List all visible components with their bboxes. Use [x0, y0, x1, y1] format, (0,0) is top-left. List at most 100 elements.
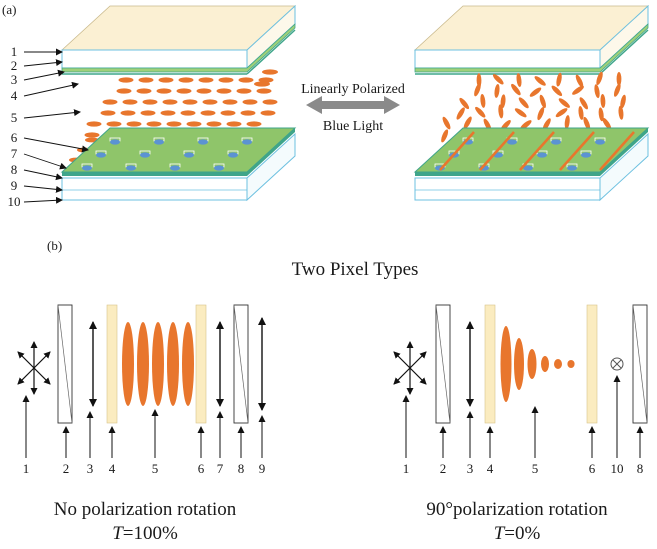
left-bottom-substrate-front	[61, 177, 248, 201]
lc-molecule	[218, 77, 234, 83]
right-bottom-substrate-side	[599, 132, 649, 202]
lc-molecule	[258, 77, 274, 83]
lc-molecule	[176, 88, 192, 94]
callout-number: 5	[11, 110, 18, 125]
tft-dot	[170, 165, 180, 171]
right-top-film	[414, 23, 649, 73]
right-lc-molecules	[500, 326, 575, 402]
tft-dot	[242, 139, 252, 145]
right-pixel-schematic: 1 2 3 4 5 6 10 8 90°polarization rotation T=0%	[393, 304, 648, 544]
tft-dot	[551, 139, 561, 145]
lc-molecule	[262, 99, 278, 105]
lc-molecule	[567, 360, 575, 368]
lc-molecule	[534, 76, 546, 86]
lc-molecule	[216, 88, 232, 94]
lc-molecule	[180, 110, 196, 116]
lc-molecule	[242, 99, 258, 105]
lc-molecule	[262, 69, 278, 75]
lc-molecule	[158, 77, 174, 83]
unpolarized-light-icon	[17, 341, 51, 395]
lc-molecule	[152, 322, 164, 406]
tft-dot	[567, 165, 577, 171]
callout-number: 7	[11, 146, 18, 161]
lc-molecule	[118, 77, 134, 83]
lc-molecule	[106, 121, 122, 127]
component-number: 3	[87, 461, 94, 476]
lc-molecule	[146, 121, 162, 127]
lc-molecule	[559, 131, 595, 171]
lc-molecule	[137, 322, 149, 406]
lc-molecule	[142, 99, 158, 105]
lc-molecule	[122, 99, 138, 105]
right-bottom-green-side	[600, 128, 648, 176]
right-caption-line1: 90°polarization rotation	[426, 499, 608, 520]
lc-molecule	[226, 121, 242, 127]
callout-leader	[23, 169, 63, 181]
lc-molecule	[206, 121, 222, 127]
right-bottom-substrate-front	[414, 177, 601, 201]
right-stack	[413, 4, 650, 202]
component-number: 5	[152, 461, 159, 476]
tft-dot	[537, 152, 547, 158]
tft-dot	[581, 152, 591, 158]
lc-molecule	[463, 116, 472, 129]
callout-leader	[23, 59, 63, 67]
lc-molecule	[616, 71, 622, 86]
lc-molecule	[475, 106, 486, 118]
lc-molecule	[554, 359, 562, 369]
lc-molecule	[100, 110, 116, 116]
tft-dot	[96, 152, 106, 158]
tft-dot	[184, 152, 194, 158]
tft-dot	[523, 165, 533, 171]
lc-molecule	[459, 97, 470, 110]
left-top-substrate-front	[61, 49, 248, 69]
lc-molecule	[529, 87, 542, 97]
callout-number: 1	[11, 44, 18, 59]
lc-molecule	[537, 106, 545, 121]
left-lc-molecules	[122, 322, 194, 406]
callout-leader	[23, 196, 63, 204]
component-number: 2	[63, 461, 70, 476]
lc-molecule	[583, 116, 591, 131]
lc-molecule	[102, 99, 118, 105]
left-caption-line1: No polarization rotation	[54, 499, 237, 520]
lc-molecule	[246, 121, 262, 127]
lc-molecule	[474, 83, 481, 97]
lc-molecule	[254, 81, 270, 87]
lc-molecule	[494, 83, 500, 98]
left-caption-line2: T=100%	[112, 523, 178, 544]
lc-molecule	[198, 77, 214, 83]
component-number: 8	[238, 461, 245, 476]
lc-molecule	[551, 85, 563, 97]
component-number: 4	[487, 461, 494, 476]
callout-leader	[23, 137, 89, 153]
left-bottom-green-front	[62, 172, 247, 176]
lc-molecule	[238, 77, 254, 83]
left-caption-value: =100%	[123, 523, 178, 544]
lc-molecule	[456, 107, 465, 120]
component-number: 6	[198, 461, 205, 476]
lc-molecule	[564, 115, 570, 130]
lc-molecule	[602, 117, 612, 130]
component-number: 1	[23, 461, 30, 476]
lc-molecule	[620, 94, 626, 109]
substrate-6	[195, 304, 207, 424]
lc-molecule	[613, 83, 621, 97]
callout-number: 4	[11, 88, 18, 103]
lc-molecule	[594, 84, 600, 99]
callout-number: 10	[8, 194, 21, 209]
lc-molecule	[182, 322, 194, 406]
lc-molecule	[196, 88, 212, 94]
component-number: 3	[467, 461, 474, 476]
panel-b-label: (b)	[47, 238, 62, 253]
lc-molecule	[556, 72, 562, 87]
tft-dot	[82, 165, 92, 171]
lc-molecule	[511, 83, 521, 96]
lc-molecule	[200, 110, 216, 116]
tft-dot	[110, 139, 120, 145]
lc-molecule	[516, 73, 522, 87]
right-caption-value: =0%	[504, 523, 540, 544]
